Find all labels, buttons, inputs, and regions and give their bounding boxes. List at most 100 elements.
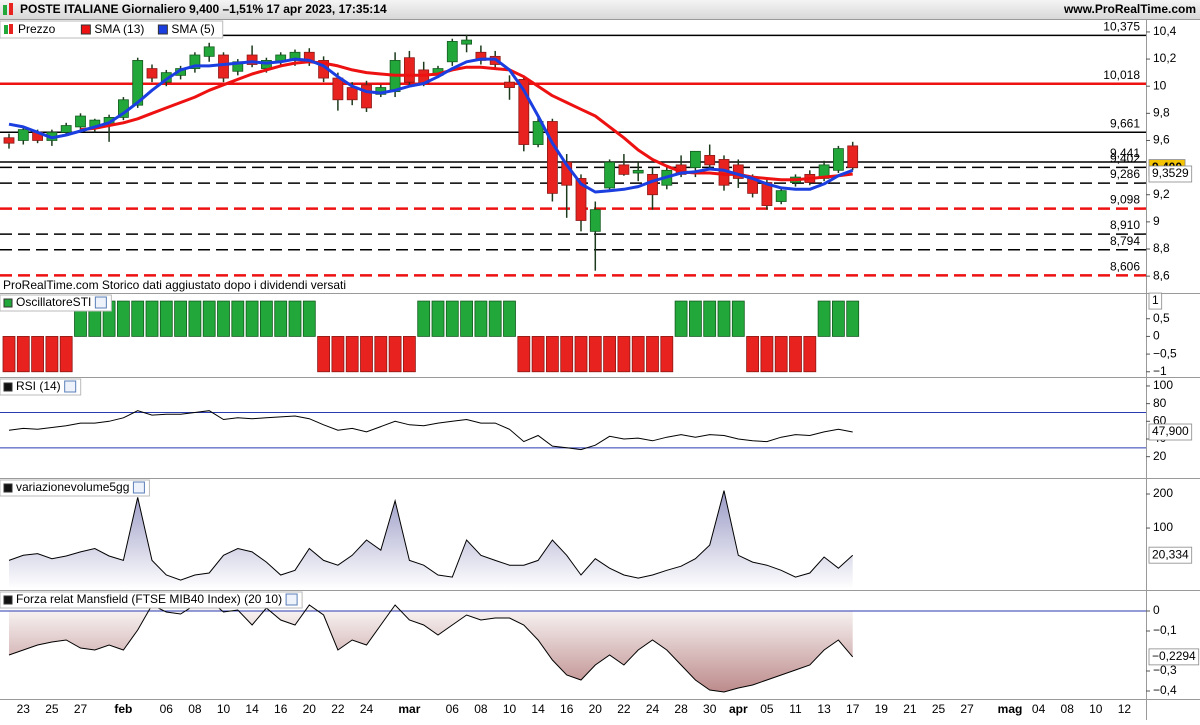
candle-body <box>847 145 859 168</box>
bar <box>631 336 645 373</box>
value-badge <box>1148 423 1193 441</box>
candle-body <box>246 54 258 65</box>
bar <box>2 336 16 373</box>
legend-label: Prezzo <box>18 22 56 36</box>
bar <box>188 300 202 337</box>
bar <box>703 300 717 337</box>
legend-label: SMA (13) <box>94 22 144 36</box>
bar <box>560 336 574 373</box>
panel-title: RSI (14) <box>16 379 61 393</box>
level-label: 9,402 <box>1110 151 1140 165</box>
header-bar <box>0 0 1200 19</box>
x-tick-label: apr <box>729 702 748 716</box>
panel-title: Forza relat Mansfield (FTSE MIB40 Index)… <box>16 592 282 606</box>
x-tick-label: mar <box>398 702 420 716</box>
value-badge <box>1148 546 1193 564</box>
x-tick-label: 30 <box>703 702 717 716</box>
bar <box>617 336 631 373</box>
value-badge-label: 47,900 <box>1152 424 1189 438</box>
y-tick-label: 10,4 <box>1153 24 1177 38</box>
bar <box>317 336 331 373</box>
value-badge <box>1148 165 1193 183</box>
bar <box>331 336 345 373</box>
x-tick-label: 10 <box>1089 702 1103 716</box>
bar <box>774 336 788 373</box>
header-title: POSTE ITALIANE Giornaliero 9,400 –1,51% … <box>20 2 387 16</box>
bar <box>546 336 559 373</box>
bar <box>445 300 459 337</box>
bar <box>217 300 230 337</box>
y-tick-label: 9 <box>1153 214 1160 228</box>
y-tick-label: 20 <box>1153 449 1167 463</box>
y-tick-label: −1 <box>1153 364 1167 378</box>
panel-title-bg <box>0 591 303 609</box>
legend-label: SMA (5) <box>171 22 214 36</box>
candle-body <box>17 129 29 141</box>
x-tick-label: 16 <box>274 702 288 716</box>
x-tick-label: 04 <box>1032 702 1046 716</box>
candle-body <box>618 164 630 175</box>
level-label: 8,606 <box>1110 259 1140 273</box>
bar <box>689 300 702 337</box>
level-label: 9,286 <box>1110 167 1140 181</box>
candle-body <box>189 54 201 69</box>
y-tick-label: 100 <box>1153 378 1173 392</box>
y-tick-label: −0,1 <box>1153 623 1177 637</box>
y-tick-label: 8,8 <box>1153 241 1170 255</box>
x-tick-label: 25 <box>45 702 59 716</box>
value-badge-label: 1 <box>1152 293 1159 307</box>
level-label: 9,441 <box>1110 146 1140 160</box>
x-tick-label: 24 <box>646 702 660 716</box>
candle-body <box>575 178 587 221</box>
bar <box>131 300 145 337</box>
bar <box>674 300 688 337</box>
indicator-line <box>8 490 854 581</box>
bar <box>503 300 516 337</box>
bar <box>145 300 159 337</box>
bar <box>245 300 259 337</box>
legend-icon <box>157 24 168 35</box>
x-tick-label: 28 <box>674 702 688 716</box>
x-tick-label: 19 <box>875 702 889 716</box>
header-icon <box>3 5 7 15</box>
bar <box>345 336 359 373</box>
x-tick-label: 08 <box>474 702 488 716</box>
bar <box>374 336 388 373</box>
bar <box>402 336 416 373</box>
x-tick-label: 16 <box>560 702 574 716</box>
value-badge-label: −0,2294 <box>1152 649 1196 663</box>
candle-body <box>461 39 473 45</box>
x-tick-label: 21 <box>903 702 917 716</box>
candle-body <box>704 154 716 166</box>
x-tick-label: 08 <box>188 702 202 716</box>
x-tick-label: 11 <box>789 702 802 716</box>
x-tick-label: 24 <box>360 702 374 716</box>
bar <box>31 336 45 373</box>
bar <box>45 336 59 373</box>
y-tick-label: −0,4 <box>1153 683 1177 697</box>
x-tick-label: 23 <box>17 702 31 716</box>
x-tick-label: 06 <box>160 702 174 716</box>
panel-settings <box>285 593 298 606</box>
y-tick-label: 10,2 <box>1153 51 1177 65</box>
header-site: www.ProRealTime.com <box>1063 2 1196 16</box>
bar <box>832 300 845 337</box>
candle-body <box>403 57 415 83</box>
panel-title-bg <box>0 378 82 396</box>
bar <box>431 300 445 337</box>
x-tick-label: 05 <box>760 702 774 716</box>
y-tick-label: 9,2 <box>1153 187 1170 201</box>
area-fill <box>9 490 853 589</box>
bar <box>288 300 302 337</box>
x-tick-label: 22 <box>331 702 345 716</box>
bar <box>731 300 745 337</box>
y-tick-label: −0,5 <box>1153 346 1177 360</box>
panel-title: variazionevolume5gg <box>16 480 129 494</box>
panel-settings <box>64 380 77 393</box>
y-tick-label: 0 <box>1153 329 1160 343</box>
value-badge-label: 9,3529 <box>1152 166 1189 180</box>
x-tick-label: mag <box>998 702 1023 716</box>
bar <box>746 336 759 373</box>
bar <box>231 300 245 337</box>
